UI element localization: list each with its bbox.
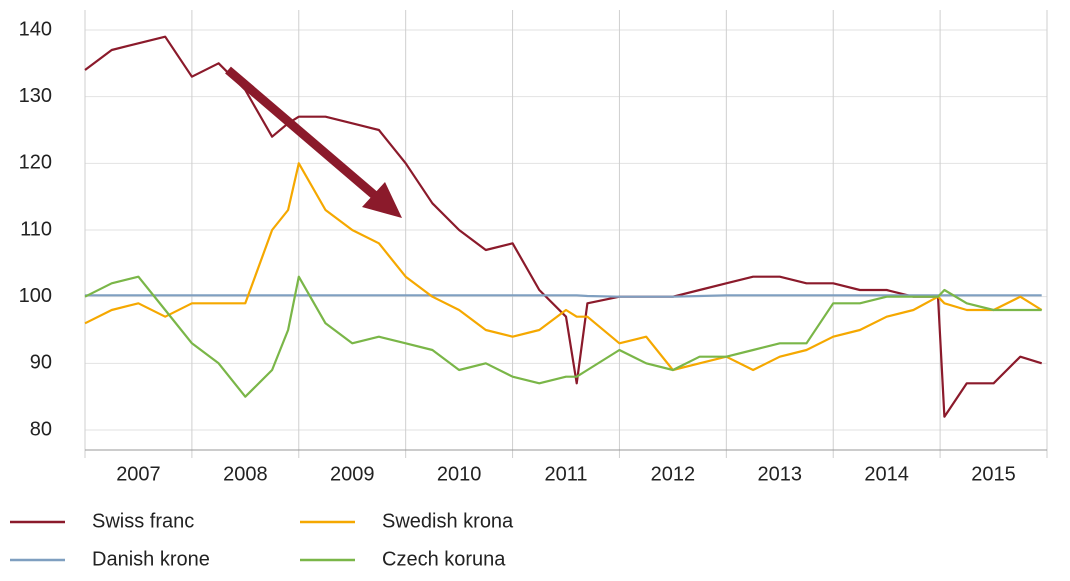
- x-tick-label: 2007: [116, 463, 161, 485]
- x-tick-label: 2008: [223, 463, 268, 485]
- x-tick-label: 2015: [971, 463, 1016, 485]
- x-tick-label: 2012: [651, 463, 696, 485]
- x-tick-label: 2013: [758, 463, 803, 485]
- series-line: [84, 162, 1043, 372]
- trend-arrow: [225, 66, 402, 218]
- x-tick-label: 2014: [864, 463, 909, 485]
- y-tick-label: 140: [19, 18, 52, 40]
- x-tick-label: 2009: [330, 463, 375, 485]
- y-tick-label: 130: [19, 85, 52, 107]
- y-tick-label: 80: [30, 418, 52, 440]
- x-tick-label: 2011: [544, 463, 587, 485]
- legend-label: Danish krone: [92, 548, 210, 570]
- y-tick-label: 100: [19, 285, 52, 307]
- y-tick-label: 120: [19, 152, 52, 174]
- grid: [84, 10, 1048, 458]
- x-tick-label: 2010: [437, 463, 482, 485]
- series-line: [85, 294, 1042, 298]
- lines: [84, 35, 1043, 418]
- y-tick-label: 110: [20, 218, 52, 240]
- arrow-shaft: [225, 66, 383, 204]
- legend-label: Swedish krona: [382, 510, 514, 532]
- series-line: [84, 35, 1043, 418]
- legend-label: Swiss franc: [92, 510, 194, 532]
- legend-label: Czech koruna: [382, 548, 506, 570]
- arrow-head: [362, 182, 402, 218]
- y-tick-label: 90: [30, 352, 52, 374]
- series-line: [84, 275, 1042, 398]
